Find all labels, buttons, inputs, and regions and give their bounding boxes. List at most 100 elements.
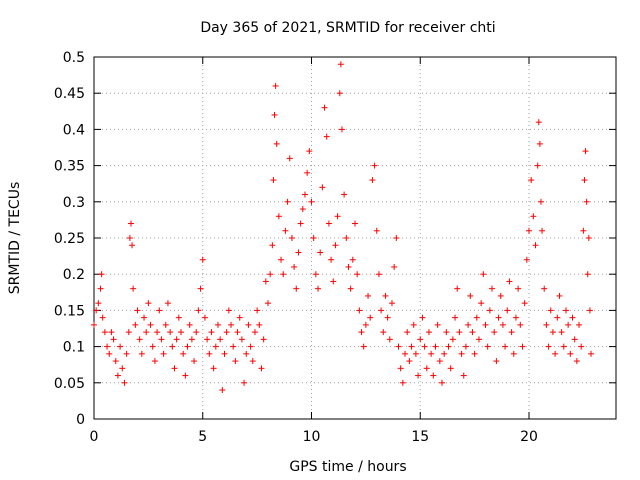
data-point <box>581 177 588 184</box>
data-point <box>465 321 472 328</box>
data-point <box>234 329 241 336</box>
data-point <box>288 235 295 241</box>
data-point <box>573 358 580 365</box>
data-point <box>149 343 156 350</box>
x-tick-label: 0 <box>90 429 99 445</box>
data-point <box>506 278 513 285</box>
y-tick-label: 0.35 <box>54 159 85 175</box>
data-point <box>214 321 221 328</box>
data-point <box>278 256 285 263</box>
data-point <box>112 358 119 365</box>
data-point <box>521 300 528 307</box>
data-point <box>541 285 548 292</box>
data-point <box>173 336 180 343</box>
data-point <box>467 292 474 299</box>
data-point <box>293 285 300 292</box>
data-point <box>160 350 167 357</box>
data-point <box>232 358 239 365</box>
data-point <box>373 227 380 234</box>
data-point <box>130 285 137 292</box>
data-point <box>569 314 576 321</box>
data-point <box>408 343 415 350</box>
data-point <box>554 314 561 321</box>
y-tick-label: 0.15 <box>54 303 85 319</box>
data-point <box>251 329 258 336</box>
data-point <box>508 329 515 336</box>
data-point <box>535 119 542 126</box>
data-point <box>428 350 435 357</box>
data-point <box>180 350 187 357</box>
data-point <box>282 227 289 234</box>
y-tick-label: 0.25 <box>54 231 85 247</box>
data-point <box>256 321 263 328</box>
data-point <box>552 350 559 357</box>
data-point <box>425 329 432 336</box>
data-point <box>262 278 269 285</box>
data-point <box>286 155 293 162</box>
data-point <box>517 321 524 328</box>
data-point <box>178 329 184 336</box>
data-point <box>221 350 228 357</box>
data-point <box>345 263 352 270</box>
data-point <box>210 365 217 372</box>
data-point <box>499 321 506 328</box>
x-tick-label: 10 <box>303 429 321 445</box>
data-point <box>171 365 178 372</box>
data-point <box>129 242 136 249</box>
data-point <box>421 343 428 350</box>
data-point <box>323 133 330 140</box>
data-point <box>352 220 358 227</box>
data-point <box>395 343 402 350</box>
data-point <box>319 184 326 191</box>
data-point <box>225 307 232 314</box>
data-point <box>406 358 413 365</box>
data-point <box>458 350 465 357</box>
data-point <box>583 198 590 205</box>
data-point <box>369 177 376 184</box>
data-point <box>136 336 143 343</box>
data-point <box>460 372 467 379</box>
data-point <box>258 365 265 372</box>
data-point <box>182 372 189 379</box>
y-tick-label: 0 <box>76 412 85 428</box>
data-point <box>114 372 121 379</box>
data-point <box>270 177 277 184</box>
data-point <box>199 256 206 263</box>
data-point <box>423 365 430 372</box>
data-point <box>473 314 480 321</box>
data-point <box>91 321 97 328</box>
data-point <box>95 300 102 307</box>
data-point <box>291 263 298 270</box>
data-point <box>101 329 108 336</box>
data-point <box>504 307 511 314</box>
data-point <box>334 213 341 220</box>
y-tick-label: 0.1 <box>63 340 85 356</box>
data-point <box>478 300 485 307</box>
data-point <box>299 206 306 213</box>
data-point <box>537 198 544 205</box>
data-point <box>310 235 317 241</box>
data-point <box>482 321 489 328</box>
data-point <box>388 300 395 307</box>
data-point <box>193 329 200 336</box>
data-point <box>447 365 454 372</box>
data-point <box>495 314 502 321</box>
data-point <box>154 329 161 336</box>
data-point <box>519 343 526 350</box>
data-point <box>386 336 393 343</box>
data-point <box>515 285 522 292</box>
data-point <box>151 358 158 365</box>
data-point <box>578 343 585 350</box>
data-point <box>269 242 276 249</box>
data-point <box>469 329 476 336</box>
data-point <box>295 249 302 256</box>
data-point <box>441 350 448 357</box>
data-point <box>245 321 252 328</box>
data-point <box>586 307 593 314</box>
data-point <box>147 321 154 328</box>
data-point <box>502 343 509 350</box>
data-point <box>336 90 343 97</box>
data-point <box>341 191 348 198</box>
data-point <box>143 329 150 336</box>
